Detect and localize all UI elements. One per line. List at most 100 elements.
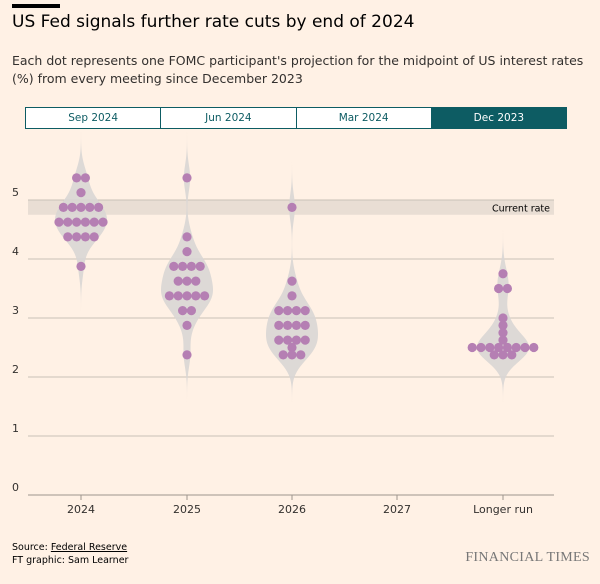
- projection-dot: [476, 342, 486, 353]
- projection-dot: [72, 173, 82, 183]
- projection-dot: [283, 306, 293, 316]
- projection-dot: [182, 232, 192, 242]
- projection-dot: [63, 217, 73, 227]
- projection-dot: [67, 202, 77, 212]
- projection-dot: [287, 342, 297, 353]
- projection-dot: [195, 261, 205, 271]
- x-tick-label: 2024: [67, 503, 95, 516]
- y-tick-label: 5: [12, 186, 19, 199]
- credit: FT graphic: Sam Learner: [12, 555, 129, 566]
- tab-mar-2024[interactable]: Mar 2024: [296, 108, 432, 128]
- x-tick-label: Longer run: [473, 503, 533, 516]
- projection-dot: [274, 320, 284, 330]
- projection-dot: [300, 306, 310, 316]
- projection-dot: [291, 306, 301, 316]
- projection-dot: [300, 335, 310, 345]
- projection-dot: [291, 335, 301, 345]
- projection-dot: [283, 320, 293, 330]
- y-tick-label: 3: [12, 304, 19, 317]
- projection-dot: [485, 342, 495, 353]
- chart-subtitle: Each dot represents one FOMC participant…: [12, 53, 584, 86]
- tab-jun-2024[interactable]: Jun 2024: [161, 108, 297, 128]
- source-link[interactable]: Federal Reserve: [50, 542, 128, 553]
- projection-dot: [173, 291, 183, 301]
- y-tick-label: 4: [12, 245, 19, 258]
- meeting-tabs: Sep 2024 Jun 2024 Mar 2024 Dec 2023: [25, 107, 567, 129]
- projection-dot: [76, 261, 86, 271]
- projection-dot: [511, 342, 521, 353]
- projection-dot: [186, 261, 196, 271]
- projection-dot: [76, 188, 86, 198]
- projection-dot: [191, 291, 201, 301]
- projection-dot: [498, 335, 508, 345]
- projection-dot: [89, 217, 99, 227]
- projection-dot: [80, 173, 90, 183]
- projection-dot: [274, 306, 284, 316]
- source-prefix: Source:: [12, 542, 51, 553]
- projection-dot: [502, 283, 512, 294]
- projection-dot: [191, 276, 201, 286]
- projection-dot: [89, 232, 99, 242]
- projection-dot: [80, 217, 90, 227]
- x-tick-label: 2027: [383, 503, 411, 516]
- projection-dot: [494, 342, 504, 353]
- projection-dot: [182, 276, 192, 286]
- projection-dot: [54, 217, 64, 227]
- projection-dot: [494, 283, 504, 294]
- projection-dot: [72, 232, 82, 242]
- projection-dot: [498, 320, 508, 330]
- y-tick-label: 1: [12, 422, 19, 435]
- source-note: Source: Federal Reserve FT graphic: Sam …: [12, 541, 128, 567]
- projection-dot: [182, 291, 192, 301]
- projection-dot: [186, 306, 196, 316]
- projection-dot: [63, 232, 73, 242]
- y-tick-label: 0: [12, 481, 19, 494]
- projection-dot: [169, 261, 179, 271]
- x-tick-label: 2025: [173, 503, 201, 516]
- projection-dot: [80, 232, 90, 242]
- projection-dot: [287, 350, 297, 360]
- projection-dot: [296, 350, 306, 360]
- projection-dot: [502, 342, 512, 353]
- current-rate-label: Current rate: [492, 203, 550, 214]
- projection-dot: [287, 202, 297, 212]
- x-tick-label: 2026: [278, 503, 306, 516]
- projection-dot: [300, 320, 310, 330]
- projection-dot: [498, 313, 508, 323]
- projection-dot: [164, 291, 174, 301]
- projection-dot: [182, 173, 192, 183]
- tab-dec-2023[interactable]: Dec 2023: [431, 108, 566, 128]
- projection-dot: [278, 350, 288, 360]
- projection-dot: [498, 269, 508, 279]
- projection-dot: [287, 276, 297, 286]
- projection-dot: [85, 202, 95, 212]
- projection-dot: [274, 335, 284, 345]
- projection-dot: [58, 202, 68, 212]
- projection-dot: [467, 342, 477, 353]
- chart-title: US Fed signals further rate cuts by end …: [12, 12, 415, 32]
- projection-dot: [72, 217, 82, 227]
- projection-dot: [178, 261, 188, 271]
- projection-dot: [173, 276, 183, 286]
- projection-dot: [498, 350, 508, 360]
- projection-dot: [283, 335, 293, 345]
- projection-dot: [520, 342, 530, 353]
- projection-dot: [182, 320, 192, 330]
- projection-dot: [98, 217, 108, 227]
- projection-dot: [182, 350, 192, 360]
- projection-dot: [94, 202, 104, 212]
- tab-sep-2024[interactable]: Sep 2024: [26, 108, 162, 128]
- projection-dot: [182, 247, 192, 257]
- projection-dot: [489, 350, 499, 360]
- projection-dot: [200, 291, 210, 301]
- projection-dot: [287, 291, 297, 301]
- projection-dot: [291, 320, 301, 330]
- projection-dot: [529, 342, 539, 353]
- projection-dot: [178, 306, 188, 316]
- projection-dot: [507, 350, 517, 360]
- y-tick-label: 2: [12, 363, 19, 376]
- header-accent-bar: [12, 4, 60, 8]
- ft-logo: FINANCIAL TIMES: [465, 550, 590, 565]
- projection-dot: [498, 328, 508, 338]
